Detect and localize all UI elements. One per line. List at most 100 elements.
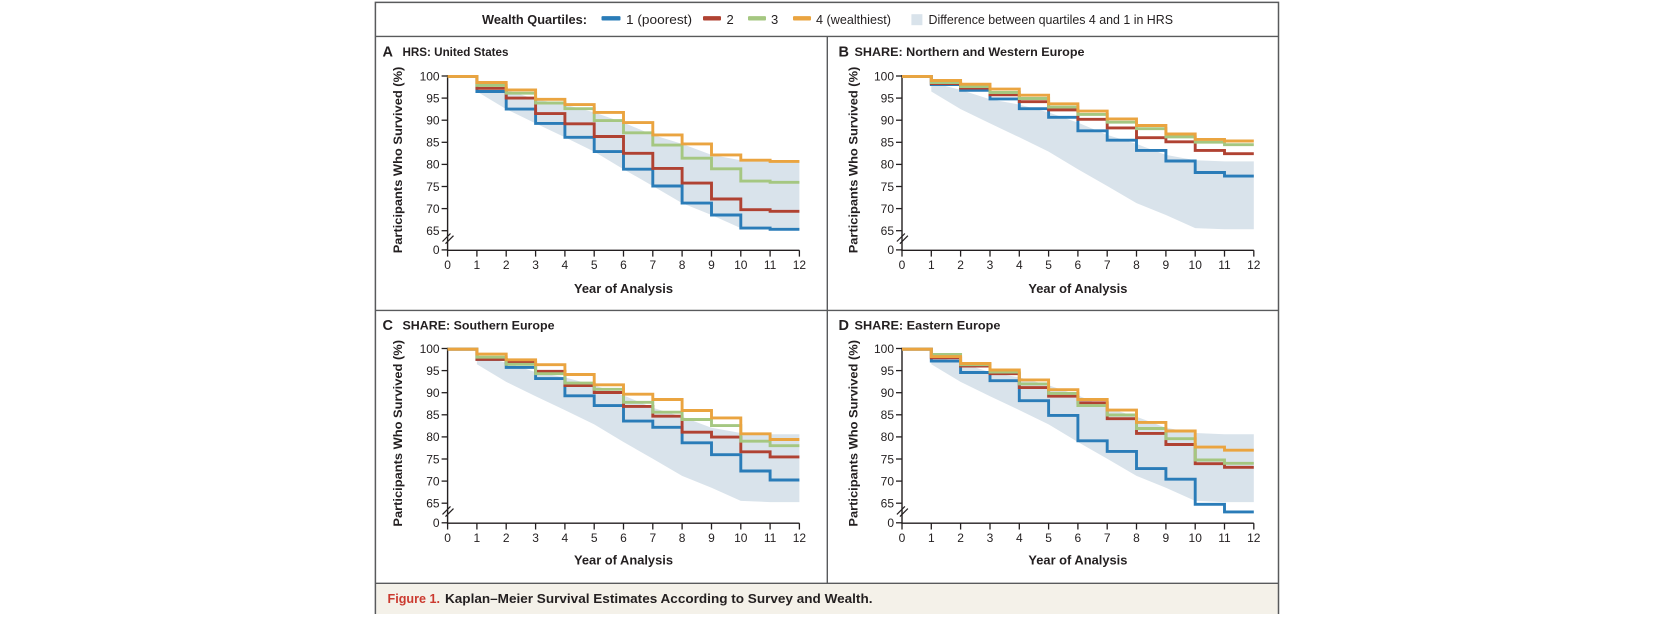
svg-text:85: 85 [426,408,440,422]
svg-text:5: 5 [591,531,598,545]
svg-text:0: 0 [899,258,906,272]
svg-text:9: 9 [708,258,715,272]
svg-text:6: 6 [620,531,627,545]
svg-text:2: 2 [727,12,734,27]
svg-text:Figure 1.Kaplan–Meier Survival: Figure 1. Kaplan–Meier Survival Estimates… [388,592,873,606]
svg-text:85: 85 [881,408,895,422]
svg-text:Participants Who Survived (%): Participants Who Survived (%) [847,340,861,527]
svg-text:0: 0 [444,258,451,272]
svg-text:90: 90 [426,386,440,400]
svg-text:85: 85 [881,136,895,150]
svg-text:Year of Analysis: Year of Analysis [1028,281,1127,296]
svg-text:80: 80 [881,158,895,172]
svg-text:100: 100 [874,69,894,83]
svg-text:4: 4 [562,258,569,272]
svg-text:9: 9 [708,531,715,545]
svg-text:65: 65 [881,497,895,511]
svg-text:5: 5 [591,258,598,272]
svg-text:0: 0 [887,516,894,530]
svg-text:3: 3 [532,258,539,272]
svg-text:7: 7 [1104,531,1111,545]
svg-text:100: 100 [874,342,894,356]
svg-text:70: 70 [881,202,895,216]
svg-text:5: 5 [1045,531,1052,545]
svg-text:8: 8 [679,258,686,272]
svg-text:0: 0 [444,531,451,545]
svg-text:65: 65 [426,497,440,511]
svg-text:Participants Who Survived (%): Participants Who Survived (%) [391,340,405,527]
svg-text:4 (wealthiest): 4 (wealthiest) [816,12,891,27]
svg-text:90: 90 [881,386,895,400]
svg-text:7: 7 [649,258,656,272]
svg-text:10: 10 [1189,258,1203,272]
svg-text:1: 1 [474,531,481,545]
svg-text:95: 95 [881,364,895,378]
svg-text:80: 80 [426,430,440,444]
svg-text:100: 100 [420,342,440,356]
svg-text:11: 11 [1218,258,1231,272]
svg-text:70: 70 [881,474,895,488]
svg-text:1: 1 [928,531,935,545]
svg-text:12: 12 [1247,531,1261,545]
svg-text:6: 6 [620,258,627,272]
svg-text:4: 4 [562,531,569,545]
svg-text:80: 80 [881,430,895,444]
svg-text:C: C [383,318,394,334]
svg-text:6: 6 [1075,258,1082,272]
svg-text:3: 3 [771,12,778,27]
svg-text:75: 75 [881,452,895,466]
svg-text:90: 90 [426,114,440,128]
svg-text:12: 12 [793,531,807,545]
svg-text:HRS: United States: HRS: United States [403,45,509,59]
svg-text:2: 2 [503,531,510,545]
svg-text:11: 11 [764,258,777,272]
svg-text:75: 75 [426,180,440,194]
svg-text:10: 10 [1189,531,1203,545]
svg-text:Participants Who Survived (%): Participants Who Survived (%) [847,67,861,254]
svg-text:1: 1 [928,258,935,272]
svg-text:8: 8 [679,531,686,545]
svg-text:7: 7 [649,531,656,545]
svg-text:10: 10 [734,258,748,272]
svg-text:2: 2 [503,258,510,272]
svg-text:2: 2 [957,531,964,545]
svg-text:Wealth Quartiles:: Wealth Quartiles: [482,12,587,27]
svg-text:65: 65 [426,224,440,238]
svg-text:1 (poorest): 1 (poorest) [626,12,692,27]
svg-text:B: B [839,45,849,61]
svg-text:85: 85 [426,136,440,150]
svg-text:2: 2 [957,258,964,272]
svg-text:12: 12 [793,258,807,272]
svg-text:SHARE: Southern Europe: SHARE: Southern Europe [403,319,555,333]
svg-text:9: 9 [1163,531,1170,545]
svg-text:95: 95 [881,91,895,105]
svg-text:95: 95 [426,364,440,378]
svg-text:SHARE: Northern and Western Eu: SHARE: Northern and Western Europe [855,45,1085,59]
svg-text:0: 0 [433,243,440,257]
svg-text:100: 100 [420,69,440,83]
svg-text:75: 75 [426,452,440,466]
svg-text:10: 10 [734,531,748,545]
svg-text:4: 4 [1016,258,1023,272]
svg-text:0: 0 [887,243,894,257]
svg-text:3: 3 [987,258,994,272]
svg-text:Participants Who Survived (%): Participants Who Survived (%) [391,67,405,254]
svg-text:1: 1 [474,258,481,272]
svg-text:3: 3 [987,531,994,545]
svg-text:95: 95 [426,91,440,105]
svg-text:12: 12 [1247,258,1261,272]
svg-text:8: 8 [1133,258,1140,272]
svg-text:7: 7 [1104,258,1111,272]
svg-text:Year of Analysis: Year of Analysis [574,553,673,568]
svg-text:70: 70 [426,474,440,488]
svg-text:A: A [383,45,394,61]
svg-text:Year of Analysis: Year of Analysis [574,281,673,296]
svg-text:75: 75 [881,180,895,194]
svg-text:90: 90 [881,114,895,128]
svg-text:6: 6 [1075,531,1082,545]
svg-text:65: 65 [881,224,895,238]
svg-text:11: 11 [764,531,777,545]
svg-text:Difference between quartiles 4: Difference between quartiles 4 and 1 in … [929,12,1174,27]
svg-text:70: 70 [426,202,440,216]
svg-text:Year of Analysis: Year of Analysis [1028,553,1127,568]
